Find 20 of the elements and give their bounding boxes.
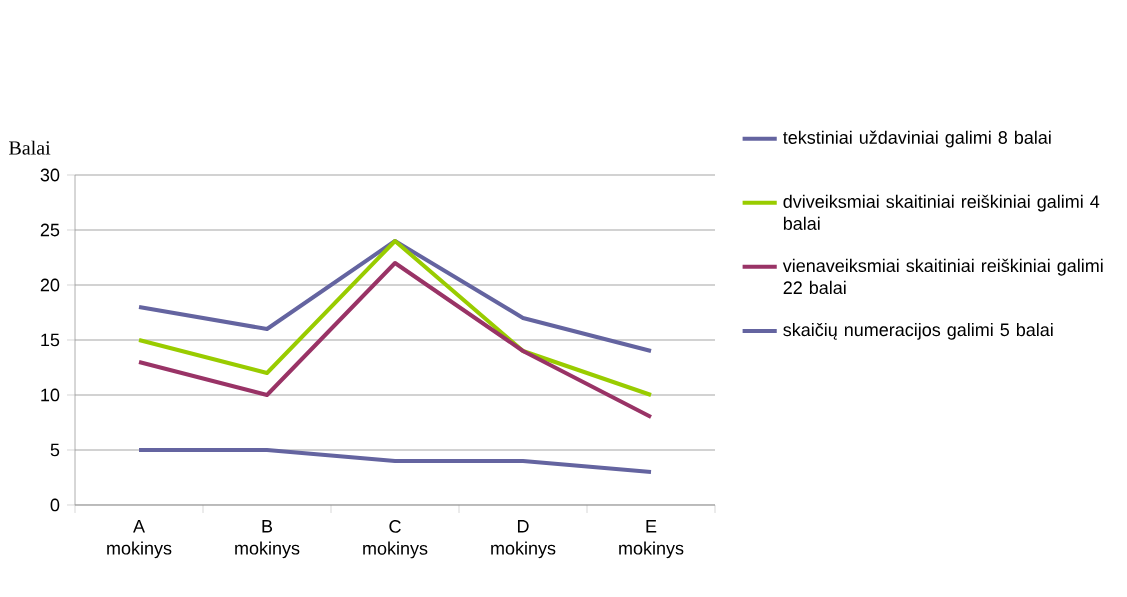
x-tick-label: D mokinys (491, 520, 556, 559)
x-tick-label: A mokinys (107, 520, 172, 559)
y-tick-label: 15 (41, 333, 60, 347)
x-tick-label: C mokinys (363, 520, 428, 559)
legend-label: tekstiniai uždaviniai galimi 8 balai (783, 130, 1051, 148)
x-tick-label: E mokinys (619, 520, 684, 559)
y-tick-label: 10 (41, 388, 60, 402)
y-tick-label: 5 (50, 443, 60, 457)
x-tick-label: B mokinys (235, 520, 300, 559)
y-axis-title: Balai (9, 140, 51, 155)
y-tick-label: 0 (50, 498, 60, 512)
line-series (137, 260, 654, 419)
legend-label: dviveiksmiai skaitiniai reiškiniai galimi 4 balai (783, 194, 1100, 230)
y-tick-label: 25 (40, 223, 60, 237)
legend-label: vienaveiksmiai skaitiniai reiškiniai galimi 22 balai (782, 258, 1103, 295)
y-tick-label: 30 (40, 168, 60, 182)
line-series (137, 238, 654, 353)
legend-label: skaičių numeracijos galimi 5 balai (783, 322, 1053, 340)
line-series (137, 238, 654, 397)
y-tick-label: 20 (40, 278, 60, 292)
